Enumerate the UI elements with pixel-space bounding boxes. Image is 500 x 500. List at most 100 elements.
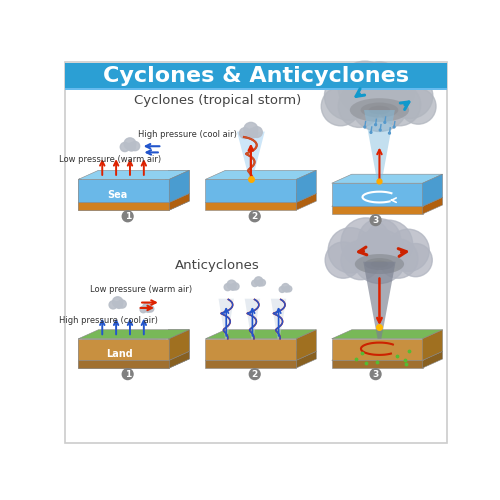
Polygon shape	[78, 170, 190, 179]
Text: Low pressure (warm air): Low pressure (warm air)	[90, 285, 192, 294]
Polygon shape	[206, 360, 296, 368]
Ellipse shape	[355, 254, 404, 274]
Polygon shape	[78, 360, 169, 368]
Polygon shape	[206, 202, 296, 210]
Circle shape	[370, 132, 372, 134]
Circle shape	[279, 286, 285, 292]
Text: Anticyclones: Anticyclones	[176, 259, 260, 272]
Circle shape	[232, 283, 239, 290]
Text: Land: Land	[106, 349, 134, 359]
Text: 2: 2	[252, 212, 258, 221]
Polygon shape	[332, 360, 422, 368]
Bar	[88, 318, 160, 338]
Circle shape	[364, 126, 366, 128]
Polygon shape	[422, 330, 442, 360]
Circle shape	[130, 142, 140, 150]
Polygon shape	[332, 198, 442, 206]
Bar	[79, 315, 168, 340]
Polygon shape	[78, 180, 169, 203]
Circle shape	[388, 132, 390, 134]
Bar	[90, 180, 158, 197]
Circle shape	[128, 143, 136, 151]
Circle shape	[370, 215, 381, 226]
FancyBboxPatch shape	[66, 62, 447, 444]
Polygon shape	[78, 194, 190, 202]
Circle shape	[374, 124, 376, 126]
Ellipse shape	[90, 160, 160, 193]
Circle shape	[250, 211, 260, 222]
Bar	[80, 314, 168, 338]
Circle shape	[384, 122, 386, 124]
Circle shape	[338, 61, 392, 114]
Bar	[88, 160, 160, 180]
Circle shape	[328, 228, 374, 273]
Circle shape	[352, 229, 406, 283]
Text: Cyclones (tropical storm): Cyclones (tropical storm)	[134, 94, 302, 108]
Polygon shape	[169, 330, 190, 360]
Circle shape	[378, 239, 418, 278]
Circle shape	[357, 62, 402, 107]
Text: 1: 1	[124, 370, 131, 378]
Ellipse shape	[89, 320, 158, 354]
Circle shape	[400, 88, 436, 124]
Polygon shape	[422, 198, 442, 214]
Polygon shape	[78, 360, 169, 368]
Ellipse shape	[88, 321, 159, 356]
Circle shape	[286, 286, 292, 292]
Circle shape	[254, 277, 262, 285]
Ellipse shape	[368, 106, 390, 114]
Polygon shape	[169, 170, 190, 202]
Polygon shape	[332, 174, 442, 183]
Polygon shape	[422, 174, 442, 206]
Polygon shape	[206, 170, 316, 179]
Circle shape	[378, 84, 420, 126]
Polygon shape	[78, 170, 190, 179]
Polygon shape	[364, 110, 395, 183]
Polygon shape	[296, 352, 316, 368]
Circle shape	[140, 306, 146, 312]
Bar	[66, 63, 447, 88]
Circle shape	[284, 287, 289, 292]
Polygon shape	[78, 352, 190, 360]
Circle shape	[148, 306, 154, 312]
Circle shape	[388, 73, 433, 118]
Circle shape	[240, 128, 250, 138]
Ellipse shape	[98, 167, 150, 192]
Circle shape	[230, 284, 236, 290]
Polygon shape	[332, 352, 442, 360]
Ellipse shape	[80, 316, 167, 361]
Ellipse shape	[82, 316, 166, 359]
Text: Low pressure (warm air): Low pressure (warm air)	[59, 155, 161, 164]
Ellipse shape	[364, 258, 394, 270]
Ellipse shape	[350, 98, 409, 122]
Circle shape	[112, 297, 123, 307]
Circle shape	[124, 138, 136, 149]
Circle shape	[341, 240, 380, 280]
Polygon shape	[78, 202, 169, 210]
Ellipse shape	[83, 156, 168, 199]
Polygon shape	[78, 194, 190, 202]
Circle shape	[256, 280, 262, 286]
Circle shape	[364, 64, 415, 116]
Polygon shape	[206, 338, 296, 360]
Circle shape	[227, 280, 236, 289]
Polygon shape	[78, 330, 190, 338]
Polygon shape	[206, 330, 316, 338]
Polygon shape	[169, 170, 190, 202]
Polygon shape	[78, 338, 169, 360]
Bar	[96, 163, 152, 180]
Circle shape	[338, 86, 380, 128]
Circle shape	[387, 229, 430, 272]
Circle shape	[252, 126, 262, 138]
Ellipse shape	[371, 260, 388, 268]
Circle shape	[224, 284, 231, 290]
Circle shape	[244, 122, 258, 136]
Circle shape	[399, 244, 432, 276]
Polygon shape	[169, 352, 190, 368]
Bar	[82, 180, 166, 201]
Circle shape	[250, 369, 260, 380]
Circle shape	[393, 126, 395, 128]
Polygon shape	[332, 330, 442, 338]
Circle shape	[341, 218, 391, 268]
Polygon shape	[332, 206, 422, 214]
